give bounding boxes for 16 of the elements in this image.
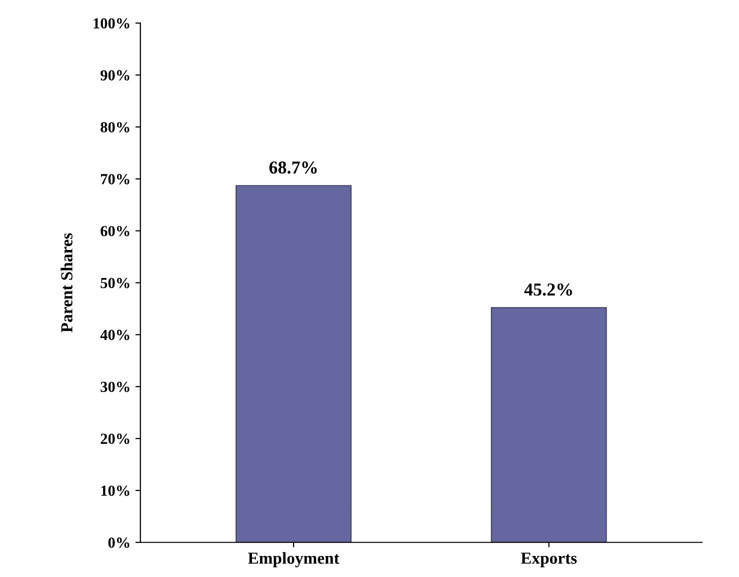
y-tick-label: 20%	[100, 434, 130, 444]
y-tick-label: 50%	[100, 278, 130, 288]
y-tick-label: 30%	[100, 382, 130, 392]
y-tick-label: 0%	[108, 538, 130, 548]
y-axis-title: Parent Shares	[60, 233, 72, 332]
y-tick-label: 40%	[100, 330, 130, 340]
x-tick-label: Employment	[248, 552, 340, 568]
y-tick-label: 100%	[94, 18, 130, 29]
x-tick-label: Exports	[520, 552, 577, 568]
y-tick-label: 60%	[100, 226, 130, 236]
data-label: 68.7%	[269, 161, 317, 174]
y-tick-label: 10%	[101, 486, 130, 496]
y-tick-label: 90%	[100, 70, 130, 81]
y-tick-label: 70%	[101, 174, 130, 184]
y-tick-label: 80%	[100, 122, 130, 132]
data-label: 45.2%	[524, 283, 572, 296]
